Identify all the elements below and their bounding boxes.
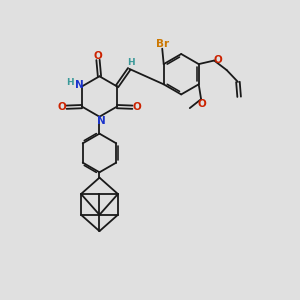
Text: N: N [75,80,83,90]
Text: Br: Br [156,39,170,49]
Text: O: O [214,55,222,65]
Text: O: O [58,102,67,112]
Text: N: N [97,116,105,126]
Text: H: H [66,78,73,87]
Text: O: O [94,51,102,61]
Text: O: O [197,99,206,109]
Text: H: H [127,58,135,68]
Text: O: O [132,102,141,112]
